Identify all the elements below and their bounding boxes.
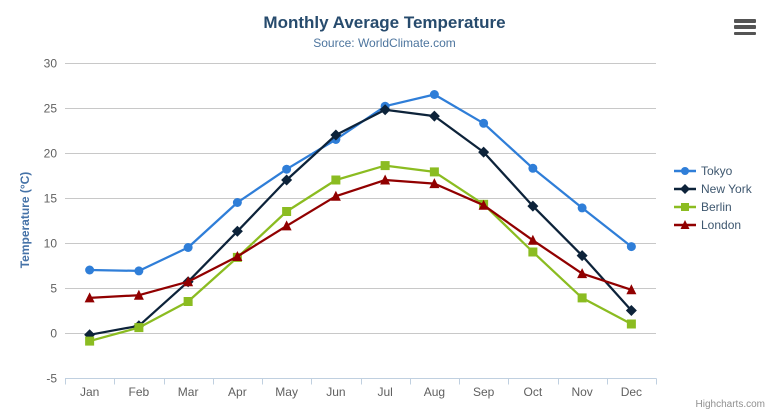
legend-item-tokyo[interactable]: Tokyo <box>674 162 752 180</box>
y-axis-label: 0 <box>50 327 57 341</box>
data-point-marker[interactable] <box>133 289 144 300</box>
x-axis-label: Apr <box>228 385 247 399</box>
x-axis-label: Jan <box>80 385 99 399</box>
series-line[interactable] <box>88 108 633 336</box>
triangle-marker-icon <box>674 220 696 229</box>
data-point-marker[interactable] <box>85 336 95 346</box>
data-point-marker[interactable] <box>428 110 440 122</box>
y-axis-label: 5 <box>50 282 57 296</box>
data-point-marker[interactable] <box>681 167 689 175</box>
data-point-marker[interactable] <box>680 184 690 194</box>
y-axis-label: 25 <box>44 102 58 116</box>
x-axis-label: Jun <box>326 385 345 399</box>
series-line[interactable] <box>88 93 633 273</box>
data-point-marker[interactable] <box>85 265 95 275</box>
series-line[interactable] <box>88 178 633 300</box>
legend-item-berlin[interactable]: Berlin <box>674 198 752 216</box>
data-point-marker[interactable] <box>429 167 439 177</box>
data-point-marker[interactable] <box>281 174 293 186</box>
data-point-marker[interactable] <box>429 178 440 189</box>
data-point-marker[interactable] <box>680 220 690 229</box>
legend-item-london[interactable]: London <box>674 216 752 234</box>
data-point-marker[interactable] <box>626 319 636 329</box>
data-point-marker[interactable] <box>183 243 193 252</box>
data-point-marker[interactable] <box>330 129 342 141</box>
series-line[interactable] <box>88 164 633 343</box>
data-point-marker[interactable] <box>134 323 144 333</box>
data-point-marker[interactable] <box>577 293 587 303</box>
data-point-marker[interactable] <box>577 268 588 279</box>
x-axis-label: Feb <box>129 385 150 399</box>
hamburger-icon <box>734 19 756 23</box>
y-axis-label: 20 <box>44 147 58 161</box>
x-axis-label: Sep <box>473 385 495 399</box>
data-point-marker[interactable] <box>232 198 242 207</box>
data-point-marker[interactable] <box>577 203 587 213</box>
data-point-marker[interactable] <box>380 161 390 171</box>
circle-marker-icon <box>674 167 696 175</box>
data-point-marker[interactable] <box>379 104 391 116</box>
series-new-york[interactable] <box>84 104 637 341</box>
data-point-marker[interactable] <box>527 234 538 245</box>
square-marker-icon <box>674 203 696 211</box>
hamburger-icon <box>734 31 756 35</box>
legend-item-new-york[interactable]: New York <box>674 180 752 198</box>
data-point-marker[interactable] <box>380 174 391 185</box>
data-point-marker[interactable] <box>576 250 588 262</box>
x-axis-label: Dec <box>621 385 642 399</box>
data-point-marker[interactable] <box>681 203 689 211</box>
x-axis-label: Mar <box>178 385 199 399</box>
legend-label: New York <box>701 182 752 196</box>
data-point-marker[interactable] <box>84 292 95 303</box>
data-point-marker[interactable] <box>282 164 292 174</box>
data-point-marker[interactable] <box>478 146 490 158</box>
x-axis-label: May <box>275 385 298 399</box>
data-point-marker[interactable] <box>527 200 539 212</box>
data-point-marker[interactable] <box>331 175 341 185</box>
y-axis-label: 15 <box>44 192 58 206</box>
data-point-marker[interactable] <box>528 163 538 173</box>
y-axis-label: -5 <box>46 372 57 386</box>
legend-label: Berlin <box>701 200 732 214</box>
data-point-marker[interactable] <box>330 190 341 201</box>
chart-title: Monthly Average Temperature <box>263 13 506 32</box>
data-point-marker[interactable] <box>134 266 144 276</box>
export-menu-button[interactable] <box>734 19 756 35</box>
y-axis-title: Temperature (°C) <box>18 171 32 269</box>
data-point-marker[interactable] <box>528 247 538 257</box>
data-point-marker[interactable] <box>626 284 637 295</box>
x-axis-label: Aug <box>424 385 445 399</box>
data-point-marker[interactable] <box>232 251 243 261</box>
credits-link[interactable]: Highcharts.com <box>695 399 765 410</box>
hamburger-icon <box>734 25 756 29</box>
data-point-marker[interactable] <box>183 276 194 287</box>
series-london[interactable] <box>84 174 637 303</box>
diamond-marker-icon <box>674 184 696 194</box>
x-axis-label: Jul <box>377 385 392 399</box>
legend: Tokyo New York Berlin London <box>674 162 752 234</box>
legend-label: Tokyo <box>701 164 733 178</box>
data-point-marker[interactable] <box>183 297 193 306</box>
series-tokyo[interactable] <box>85 90 636 276</box>
data-point-marker[interactable] <box>478 199 489 210</box>
data-point-marker[interactable] <box>282 207 292 216</box>
y-axis-label: 10 <box>44 237 58 251</box>
legend-label: London <box>701 218 742 232</box>
data-point-marker[interactable] <box>231 225 243 237</box>
x-axis-label: Oct <box>524 385 543 399</box>
y-axis-label: 30 <box>44 57 58 71</box>
data-point-marker[interactable] <box>479 118 489 128</box>
x-axis-label: Nov <box>571 385 592 399</box>
data-point-marker[interactable] <box>625 305 637 316</box>
data-point-marker[interactable] <box>626 242 636 252</box>
chart-subtitle: Source: WorldClimate.com <box>313 36 456 50</box>
data-point-marker[interactable] <box>429 90 439 99</box>
data-point-marker[interactable] <box>281 220 292 231</box>
